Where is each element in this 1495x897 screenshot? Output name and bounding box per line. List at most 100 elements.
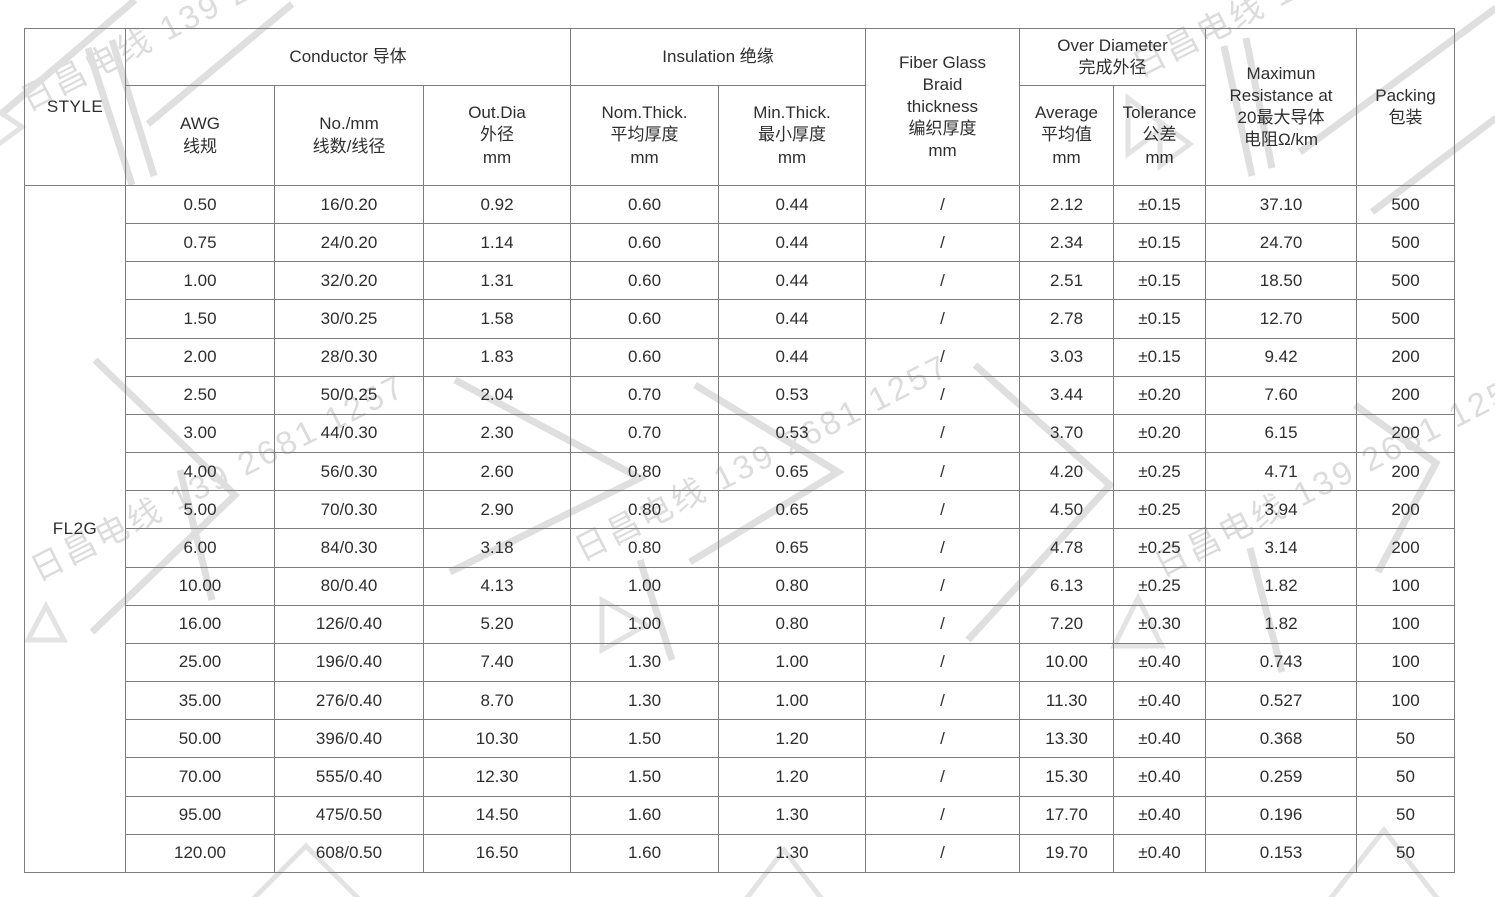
- table-cell: 16/0.20: [274, 184, 424, 225]
- table-cell: 0.80: [570, 452, 720, 492]
- table-cell: 0.53: [718, 375, 867, 415]
- table-cell: 24/0.20: [274, 223, 424, 263]
- table-cell: 12.30: [422, 757, 572, 797]
- table-cell: 1.20: [718, 719, 867, 759]
- table-row: 10.00 80/0.40 4.13 1.00 0.80/6.13 ±0.25 1.82 10…: [25, 566, 1456, 606]
- table-cell: 1.20: [718, 757, 867, 797]
- table-row: 25.00 196/0.40 7.40 1.30 1.00/10.00 ±0.40 0.74…: [25, 642, 1456, 683]
- table-row: 50.00 396/0.40 10.30 1.50 1.20/13.30 ±0.40 0.3…: [25, 719, 1456, 759]
- table-cell: 25.00: [125, 642, 275, 683]
- table-cell: /: [865, 413, 1021, 454]
- table-cell: 500: [1356, 184, 1456, 225]
- table-cell: 3.94: [1205, 490, 1358, 530]
- table-cell: 37.10: [1205, 184, 1358, 225]
- table-cell: 120.00: [125, 833, 275, 874]
- table-cell: 100: [1356, 681, 1456, 721]
- table-cell: 200: [1356, 452, 1456, 492]
- table-cell: 500: [1356, 299, 1456, 339]
- table-cell: /: [865, 642, 1021, 683]
- table-cell: 0.44: [718, 261, 867, 301]
- table-cell: 2.60: [422, 452, 572, 492]
- table-cell: /: [865, 299, 1021, 339]
- table-cell: 70/0.30: [274, 490, 424, 530]
- table-cell: 0.60: [570, 223, 720, 263]
- table-row: 2.00 28/0.30 1.83 0.60 0.44/3.03 ±0.15 9.42 200: [25, 337, 1456, 377]
- table-cell: 2.00: [125, 337, 275, 377]
- table-cell: 0.153: [1205, 833, 1358, 874]
- watermark-triangle: [0, 109, 27, 147]
- table-cell: 0.92: [422, 184, 572, 225]
- table-cell: 0.60: [570, 337, 720, 377]
- table-cell: ±0.15: [1113, 261, 1207, 301]
- table-cell: 3.18: [422, 528, 572, 568]
- table-cell: 0.44: [718, 337, 867, 377]
- header-resistance: Maximun Resistance at 20最大导体 电阻Ω/km: [1205, 28, 1358, 186]
- table-cell: ±0.40: [1113, 719, 1207, 759]
- table-cell: 24.70: [1205, 223, 1358, 263]
- table-cell: 11.30: [1019, 681, 1115, 721]
- table-cell: /: [865, 795, 1021, 835]
- table-cell: 19.70: [1019, 833, 1115, 874]
- table-cell: /: [865, 528, 1021, 568]
- table-cell: 4.78: [1019, 528, 1115, 568]
- table-cell: 1.83: [422, 337, 572, 377]
- table-cell: 1.30: [570, 681, 720, 721]
- table-cell: 4.00: [125, 452, 275, 492]
- table-cell: /: [865, 337, 1021, 377]
- table-cell: 1.00: [125, 261, 275, 301]
- table-cell: ±0.25: [1113, 528, 1207, 568]
- table-cell: 555/0.40: [274, 757, 424, 797]
- table-cell: /: [865, 604, 1021, 644]
- table-cell: 80/0.40: [274, 566, 424, 606]
- table-cell: 28/0.30: [274, 337, 424, 377]
- table-row: FL2G 0.50 16/0.20 0.92 0.60 0.44/2.12 ±0.15 37.…: [24, 184, 1456, 873]
- table-cell: 200: [1356, 413, 1456, 454]
- table-cell: /: [865, 757, 1021, 797]
- table-cell: 3.70: [1019, 413, 1115, 454]
- table-cell: 1.82: [1205, 604, 1358, 644]
- table-cell: 0.60: [570, 184, 720, 225]
- table-cell: ±0.40: [1113, 757, 1207, 797]
- table-cell: 12.70: [1205, 299, 1358, 339]
- table-cell: /: [865, 490, 1021, 530]
- header-style: STYLE: [24, 28, 126, 186]
- spec-table-body: FL2G 0.50 16/0.20 0.92 0.60 0.44/2.12 ±0.15 37.…: [24, 184, 1456, 874]
- table-row: 2.50 50/0.25 2.04 0.70 0.53/3.44 ±0.20 7.60 200: [25, 375, 1456, 415]
- table-cell: 1.50: [570, 757, 720, 797]
- table-cell: /: [865, 223, 1021, 263]
- table-cell: ±0.15: [1113, 299, 1207, 339]
- table-cell: ±0.40: [1113, 642, 1207, 683]
- table-cell: 32/0.20: [274, 261, 424, 301]
- table-cell: 35.00: [125, 681, 275, 721]
- table-cell: 0.60: [570, 299, 720, 339]
- header-group-row: STYLE Conductor 导体 Insulation 绝缘 Fiber G…: [24, 28, 1456, 186]
- table-cell: 0.50: [125, 184, 275, 225]
- table-cell: ±0.40: [1113, 681, 1207, 721]
- table-cell: 196/0.40: [274, 642, 424, 683]
- table-cell: 1.60: [570, 795, 720, 835]
- table-cell: 14.50: [422, 795, 572, 835]
- table-cell: 0.65: [718, 528, 867, 568]
- table-cell: 0.80: [718, 566, 867, 606]
- table-cell: 0.60: [570, 261, 720, 301]
- table-cell: 2.90: [422, 490, 572, 530]
- table-cell: 1.30: [570, 642, 720, 683]
- table-cell: /: [865, 184, 1021, 225]
- table-row: 16.00 126/0.40 5.20 1.00 0.80/7.20 ±0.30 1.82 1…: [25, 604, 1456, 644]
- table-cell: ±0.20: [1113, 413, 1207, 454]
- table-cell: 2.12: [1019, 184, 1115, 225]
- table-cell: 0.75: [125, 223, 275, 263]
- table-cell: 0.70: [570, 375, 720, 415]
- table-cell: 10.00: [1019, 642, 1115, 683]
- table-cell: /: [865, 375, 1021, 415]
- table-cell: ±0.30: [1113, 604, 1207, 644]
- table-cell: 6.15: [1205, 413, 1358, 454]
- table-cell: 15.30: [1019, 757, 1115, 797]
- table-cell: 5.00: [125, 490, 275, 530]
- table-cell: 50: [1356, 719, 1456, 759]
- table-cell: 0.53: [718, 413, 867, 454]
- table-cell: 2.04: [422, 375, 572, 415]
- table-cell: 3.14: [1205, 528, 1358, 568]
- table-cell: 1.00: [718, 681, 867, 721]
